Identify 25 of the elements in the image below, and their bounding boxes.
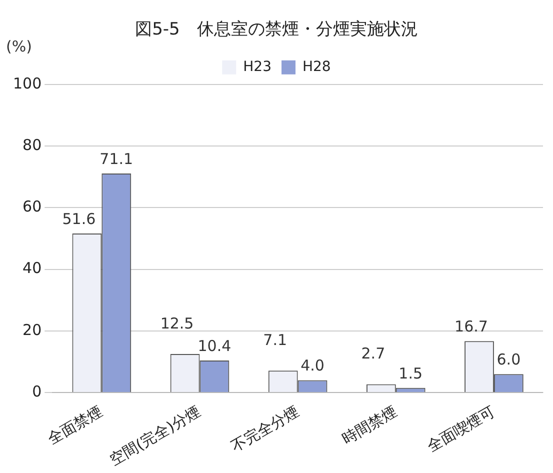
data-label: 1.5 [398,364,423,382]
y-tick-label: 0 [32,382,42,400]
y-tick-label: 80 [22,136,42,154]
data-label: 6.0 [496,350,521,368]
x-tick-label: 空間(完全)分煙 [106,402,204,470]
x-tick-label: 全面禁煙 [44,402,106,448]
data-label: 10.4 [198,336,232,355]
data-label: 71.1 [100,150,134,168]
data-label: 51.6 [62,210,96,228]
data-label: 4.0 [300,356,324,375]
data-label: 7.1 [263,331,288,350]
chart-title: 図5-5 休息室の禁煙・分煙実施状況 [135,20,418,40]
x-tick-label: 不完全分煙 [228,402,302,456]
y-tick-label: 100 [12,74,42,92]
y-tick-label: 40 [22,259,42,278]
data-label: 2.7 [361,344,386,363]
data-label: 12.5 [160,314,194,332]
legend-label: H28 [302,59,331,76]
y-tick-label: 20 [22,320,42,339]
legend-label: H23 [243,59,272,76]
x-tick-label: 時間禁煙 [338,402,400,448]
x-tick-label: 全面喫煙可 [424,402,498,456]
y-tick-label: 60 [22,198,42,216]
y-axis-title: (%) [6,37,32,56]
data-label: 16.7 [454,317,488,336]
